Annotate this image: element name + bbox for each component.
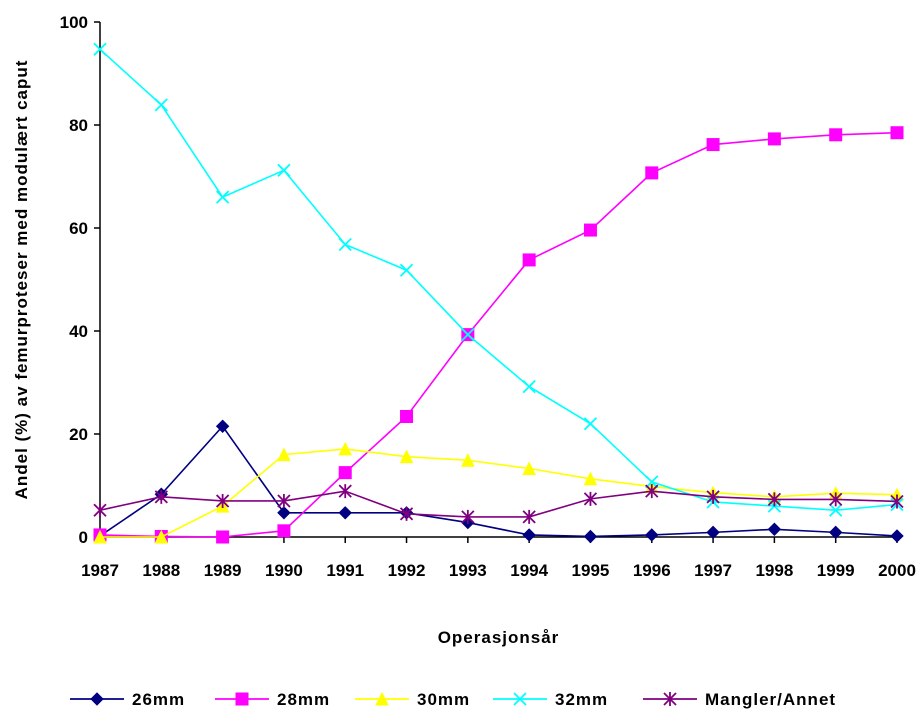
legend-label: 32mm <box>555 690 608 709</box>
series-line-26mm <box>100 426 897 536</box>
data-point-32mm <box>278 164 290 176</box>
data-point-32mm <box>339 238 351 250</box>
y-tick-label: 100 <box>60 13 88 32</box>
y-tick-label: 80 <box>69 116 88 135</box>
series-26mm <box>94 420 903 542</box>
data-point-28mm <box>278 525 290 537</box>
x-tick-label: 1994 <box>510 561 548 580</box>
legend-label: 30mm <box>417 690 470 709</box>
data-point-32mm <box>217 191 229 203</box>
y-tick-label: 40 <box>69 322 88 341</box>
legend-item-30mm: 30mm <box>355 690 470 709</box>
x-tick-label: 2000 <box>878 561 916 580</box>
series-28mm <box>94 127 903 543</box>
data-point-28mm <box>401 410 413 422</box>
data-point-mangler-annet <box>94 503 106 517</box>
legend-item-32mm: 32mm <box>493 690 608 709</box>
series-mangler-annet <box>94 484 903 524</box>
y-axis-title: Andel (%) av femurproteser med modulært … <box>12 60 31 500</box>
x-tick-label: 1987 <box>81 561 119 580</box>
data-point-26mm <box>339 507 351 519</box>
data-point-32mm <box>523 381 535 393</box>
axes: 0 20 40 60 80 100 1987 1988 1989 1990 1991 1992 1993… <box>60 13 916 580</box>
y-tick-label: 20 <box>69 425 88 444</box>
legend-item-26mm: 26mm <box>70 690 185 709</box>
legend-marker <box>91 693 103 705</box>
data-point-26mm <box>891 530 903 542</box>
legend-item-28mm: 28mm <box>215 690 330 709</box>
x-tick-label: 1989 <box>204 561 242 580</box>
data-point-28mm <box>646 167 658 179</box>
data-point-32mm <box>584 418 596 430</box>
data-point-28mm <box>339 467 351 479</box>
data-point-28mm <box>217 531 229 543</box>
x-axis-title: Operasjonsår <box>438 628 560 647</box>
data-point-28mm <box>830 129 842 141</box>
data-point-28mm <box>891 127 903 139</box>
data-point-28mm <box>584 224 596 236</box>
legend-item-mangler-annet: Mangler/Annet <box>643 690 836 709</box>
x-tick-label: 1992 <box>388 561 426 580</box>
data-point-26mm <box>768 523 780 535</box>
data-point-32mm <box>401 264 413 276</box>
data-point-26mm <box>584 530 596 542</box>
legend-label: 28mm <box>277 690 330 709</box>
legend: 26mm 28mm 30mm 32mm Mangler/Annet <box>70 690 836 709</box>
x-tick-label: 1988 <box>142 561 180 580</box>
legend-label: 26mm <box>132 690 185 709</box>
series-32mm <box>94 43 903 516</box>
series-line-30mm <box>100 449 897 537</box>
data-point-28mm <box>768 133 780 145</box>
data-point-32mm <box>155 99 167 111</box>
x-tick-label: 1995 <box>572 561 610 580</box>
x-tick-label: 1993 <box>449 561 487 580</box>
series-layer <box>94 43 903 543</box>
legend-marker <box>236 693 248 705</box>
x-tick-label: 1997 <box>694 561 732 580</box>
series-line-32mm <box>100 49 897 510</box>
data-point-28mm <box>523 254 535 266</box>
data-point-28mm <box>707 139 719 151</box>
data-point-26mm <box>278 507 290 519</box>
legend-label: Mangler/Annet <box>705 690 836 709</box>
data-point-26mm <box>646 529 658 541</box>
data-point-26mm <box>523 529 535 541</box>
x-tick-label: 1996 <box>633 561 671 580</box>
x-tick-label: 1990 <box>265 561 303 580</box>
x-tick-label: 1998 <box>755 561 793 580</box>
y-tick-label: 0 <box>79 528 88 547</box>
x-tick-label: 1999 <box>817 561 855 580</box>
y-tick-label: 60 <box>69 219 88 238</box>
x-tick-label: 1991 <box>326 561 364 580</box>
